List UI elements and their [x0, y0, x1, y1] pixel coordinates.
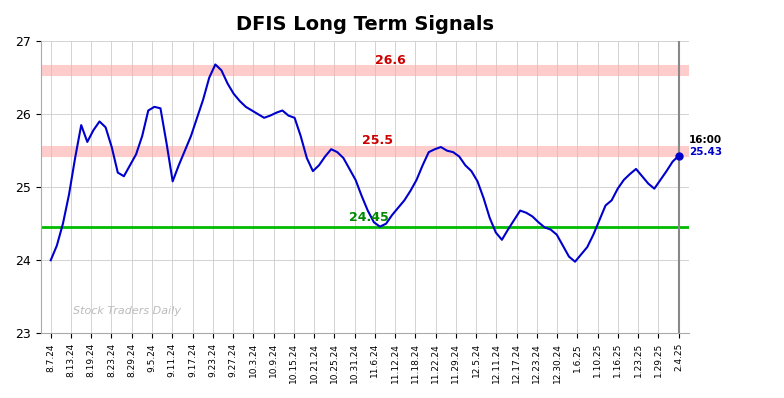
- Text: 26.6: 26.6: [375, 54, 405, 67]
- Point: [673, 152, 685, 159]
- Text: 25.43: 25.43: [689, 147, 722, 157]
- Title: DFIS Long Term Signals: DFIS Long Term Signals: [236, 15, 494, 34]
- Text: Stock Traders Daily: Stock Traders Daily: [73, 306, 181, 316]
- Text: 16:00: 16:00: [689, 135, 722, 145]
- Text: 25.5: 25.5: [362, 134, 393, 147]
- Text: 24.45: 24.45: [349, 211, 389, 224]
